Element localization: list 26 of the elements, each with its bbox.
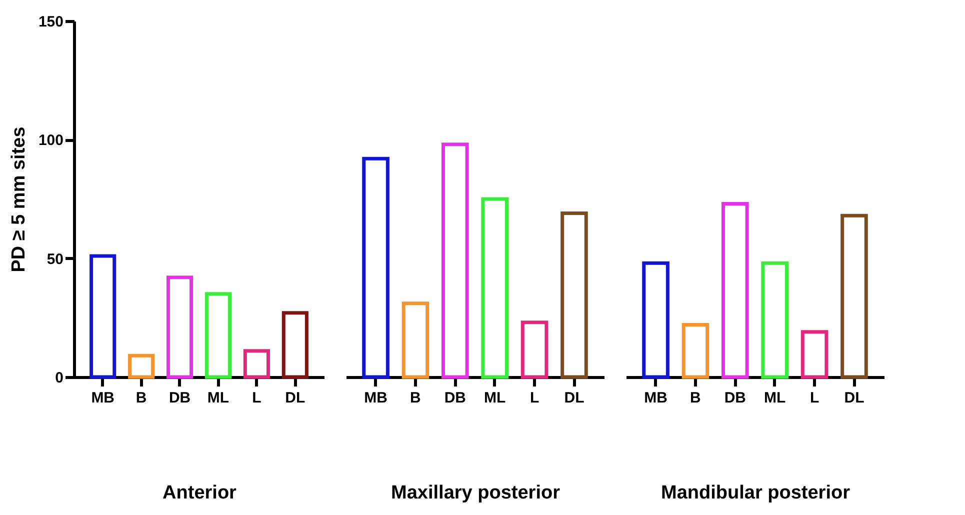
x-tick-label: DB — [444, 390, 466, 406]
y-tick-label: 100 — [38, 132, 64, 150]
x-tick-label: L — [530, 390, 540, 406]
x-tick-label: B — [136, 390, 147, 406]
x-tick-label: DL — [844, 390, 864, 406]
x-tick-label: DB — [168, 390, 191, 406]
x-axis-title: Mandibular posterior — [661, 482, 851, 504]
x-tick-label: ML — [207, 390, 230, 406]
x-tick-label: MB — [644, 390, 668, 406]
y-axis-title: PD ≥ 5 mm sites — [8, 126, 30, 272]
x-tick-label: ML — [484, 390, 506, 406]
x-tick-label: L — [810, 390, 820, 406]
y-tick-label: 0 — [55, 370, 64, 386]
x-tick-label: MB — [91, 390, 115, 406]
x-tick-label: DL — [564, 390, 584, 406]
x-tick-label: DB — [724, 390, 746, 406]
x-tick-label: DL — [285, 390, 306, 406]
x-tick-label: L — [252, 390, 262, 406]
x-tick-label: ML — [764, 390, 786, 406]
x-tick-label: B — [410, 390, 422, 406]
x-tick-label: MB — [364, 390, 388, 406]
x-axis-title: Maxillary posterior — [391, 482, 561, 504]
x-axis-title: Anterior — [162, 482, 238, 504]
y-tick-label: 50 — [46, 250, 64, 268]
y-tick-label: 150 — [38, 14, 64, 30]
x-tick-label: B — [690, 390, 702, 406]
